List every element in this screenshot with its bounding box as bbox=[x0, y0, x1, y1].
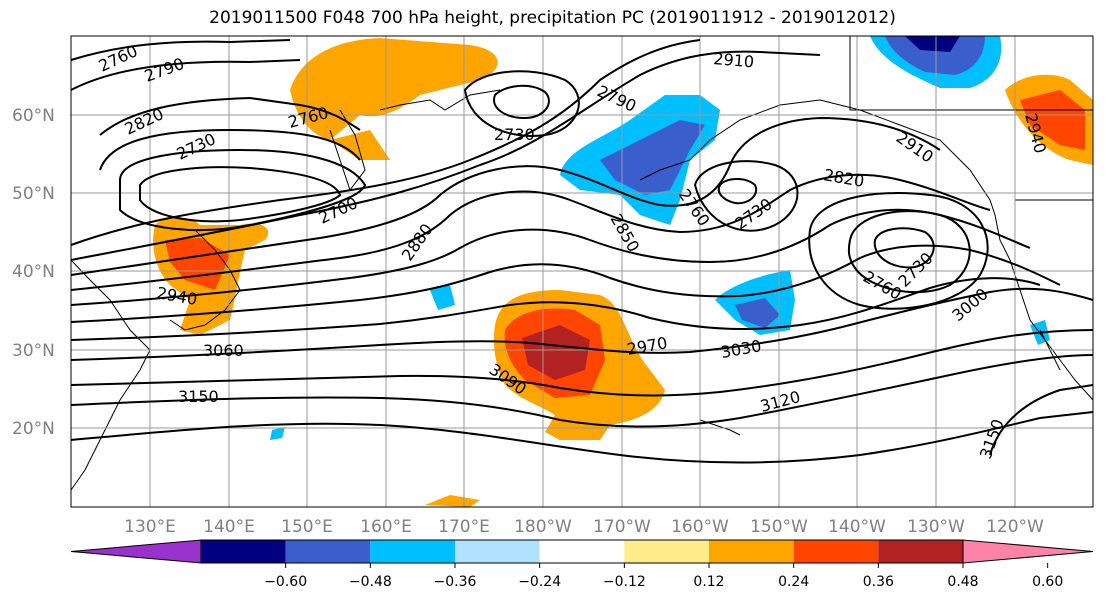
colorbar-segment bbox=[539, 540, 625, 563]
contour-label: 3060 bbox=[203, 341, 244, 360]
contour-line-4 bbox=[99, 128, 361, 171]
contour-line-1 bbox=[70, 39, 291, 61]
lon-label: 170°E bbox=[438, 517, 490, 537]
contour-line-8 bbox=[70, 50, 821, 261]
contour-line-6 bbox=[139, 166, 342, 223]
contour-line-16 bbox=[70, 354, 1094, 428]
colorbar: −0.60 −0.48 −0.36 −0.24 −0.12 0.12 0.24 0.36 0.4… bbox=[70, 539, 1094, 590]
lon-label: 160°E bbox=[360, 517, 412, 537]
contour-low-alaska-2 bbox=[693, 160, 799, 232]
precip-patch-japan-core bbox=[165, 238, 230, 290]
colorbar-segments bbox=[70, 539, 1094, 564]
precip-patch-north-canada-core bbox=[1020, 90, 1085, 150]
colorbar-ticks: −0.60 −0.48 −0.36 −0.24 −0.12 0.12 0.24 0.36 0.4… bbox=[264, 563, 1063, 590]
map-frame bbox=[70, 35, 1094, 508]
lon-label: 180°W bbox=[514, 517, 572, 537]
colorbar-segment bbox=[455, 540, 540, 563]
colorbar-outline bbox=[200, 539, 964, 564]
contour-line-3 bbox=[99, 96, 361, 136]
coastline-kamchatka bbox=[329, 109, 366, 192]
coastline-north-america bbox=[994, 214, 1094, 401]
colorbar-tick-label: 0.60 bbox=[1032, 574, 1063, 590]
contour-low-alaska bbox=[717, 178, 758, 205]
contour-south-east bbox=[989, 384, 1094, 456]
lon-label: 150°E bbox=[281, 517, 333, 537]
contour-label: 3150 bbox=[178, 387, 219, 406]
colorbar-tick-label: 0.48 bbox=[947, 574, 978, 590]
longitude-labels: 130°E 140°E 150°E 160°E 170°E 180°W 170°… bbox=[124, 517, 1044, 537]
colorbar-segment bbox=[624, 540, 709, 563]
precip-patch-small-1 bbox=[430, 285, 455, 310]
colorbar-segment bbox=[878, 540, 963, 563]
contour-low-east-3 bbox=[808, 192, 989, 310]
contour-line-7 bbox=[70, 39, 701, 246]
height-contours bbox=[70, 39, 1094, 464]
contour-low-east bbox=[873, 227, 935, 269]
precip-patch-central-pacific-max bbox=[522, 325, 590, 380]
colorbar-tick-label: 0.12 bbox=[693, 574, 724, 590]
coastline-alaska bbox=[639, 99, 996, 216]
contour-low-east-2 bbox=[847, 210, 971, 294]
colorbar-segment bbox=[201, 540, 286, 563]
precip-patch-small-2 bbox=[270, 427, 285, 440]
lat-label: 40°N bbox=[12, 262, 55, 282]
colorbar-tick-label: −0.48 bbox=[349, 574, 392, 590]
colorbar-tick-label: −0.12 bbox=[603, 574, 646, 590]
lon-label: 170°W bbox=[593, 517, 651, 537]
colorbar-extend-high bbox=[962, 539, 1094, 564]
colorbar-tick-label: −0.36 bbox=[434, 574, 477, 590]
precip-patch-northeast-max bbox=[905, 36, 960, 52]
contour-line-11 bbox=[70, 208, 1031, 306]
contour-label: 2730 bbox=[494, 125, 535, 144]
lon-label: 140°W bbox=[828, 517, 886, 537]
contour-low-gulf bbox=[493, 84, 550, 120]
contour-line-9 bbox=[70, 116, 941, 276]
lat-label: 30°N bbox=[12, 341, 55, 361]
contour-low-gulf-2 bbox=[463, 70, 580, 137]
lat-label: 50°N bbox=[12, 184, 55, 204]
precip-patch-bering bbox=[330, 130, 390, 160]
precip-patch-northeast-core bbox=[885, 36, 985, 75]
coastline-siberia bbox=[379, 89, 501, 111]
lon-label: 130°W bbox=[907, 517, 965, 537]
contour-line-14 bbox=[70, 287, 1094, 361]
coastline-asia bbox=[70, 259, 151, 491]
lon-label: 130°E bbox=[124, 517, 176, 537]
colorbar-segment bbox=[709, 540, 794, 563]
colorbar-tick-label: −0.60 bbox=[264, 574, 307, 590]
lon-label: 150°W bbox=[750, 517, 808, 537]
lat-label: 60°N bbox=[12, 106, 55, 126]
contour-line-10 bbox=[70, 173, 991, 291]
lon-label: 140°E bbox=[203, 517, 255, 537]
border-canada bbox=[849, 36, 1093, 111]
precip-patch-subtropical-east-core bbox=[735, 298, 780, 328]
map-title: 2019011500 F048 700 hPa height, precipit… bbox=[209, 8, 896, 28]
contour-line-15 bbox=[70, 329, 1094, 397]
precip-patch-south-edge bbox=[425, 495, 480, 507]
colorbar-tick-label: 0.24 bbox=[778, 574, 809, 590]
contour-line-5 bbox=[119, 148, 367, 231]
colorbar-segment bbox=[370, 540, 455, 563]
lon-label: 120°W bbox=[986, 517, 1044, 537]
colorbar-segment bbox=[793, 540, 879, 563]
colorbar-segment bbox=[285, 540, 371, 563]
colorbar-tick-label: −0.24 bbox=[518, 574, 561, 590]
precip-patch-gulf-alaska-core bbox=[600, 120, 705, 195]
latitude-labels: 60°N 50°N 40°N 30°N 20°N bbox=[12, 106, 55, 439]
lat-label: 20°N bbox=[12, 419, 55, 439]
contour-line-17 bbox=[70, 411, 1094, 464]
colorbar-extend-low bbox=[70, 539, 202, 564]
contour-line-2 bbox=[70, 59, 301, 91]
coastlines bbox=[70, 36, 1094, 491]
contour-label: 2910 bbox=[713, 49, 755, 71]
lon-label: 160°W bbox=[671, 517, 729, 537]
contour-line-12 bbox=[70, 244, 1061, 323]
colorbar-tick-label: 0.36 bbox=[863, 574, 894, 590]
